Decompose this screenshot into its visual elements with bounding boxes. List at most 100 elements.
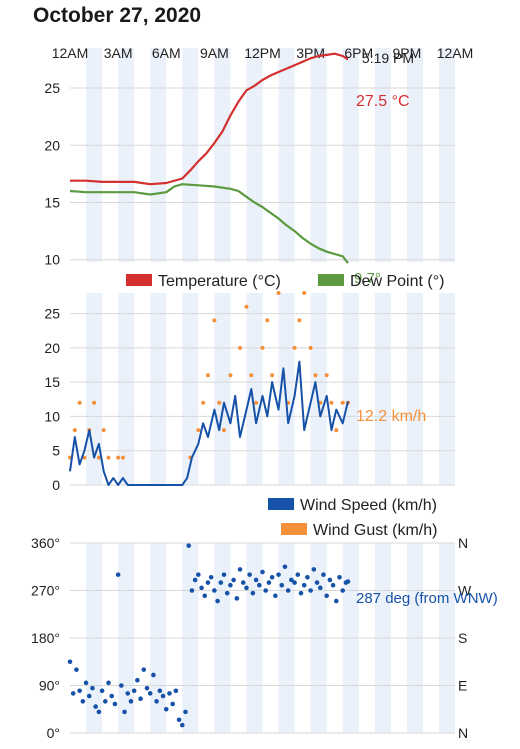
- wind-direction-point: [295, 572, 301, 577]
- time-band: [86, 48, 103, 262]
- time-band: [118, 48, 135, 262]
- wind-direction-point: [106, 680, 111, 686]
- time-band: [438, 293, 455, 485]
- page-title: October 27, 2020: [33, 4, 202, 27]
- wind-direction-point: [253, 577, 259, 583]
- wind-direction-point: [237, 567, 243, 572]
- wind-gust-point: [249, 373, 254, 378]
- wind-direction-point: [135, 677, 140, 683]
- wind-gust-point: [222, 428, 226, 433]
- wind-direction-point: [337, 575, 342, 580]
- wind-gust-point: [217, 400, 222, 405]
- temperature-current-label: 27.5 °C: [356, 93, 410, 110]
- time-band: [438, 48, 455, 262]
- wind-direction-point: [260, 569, 265, 575]
- wind-direction-point: [176, 717, 182, 723]
- wind-direction-point: [70, 691, 76, 696]
- wind-gust-point: [101, 428, 106, 433]
- temperature-legend-label: Temperature (°C): [158, 273, 281, 290]
- wind-direction-point: [228, 582, 233, 588]
- wind-direction-current-label: 287 deg (from WNW): [356, 590, 498, 607]
- wind-direction-point: [119, 683, 124, 688]
- temperature-line: [70, 52, 349, 186]
- wind-gust-point: [77, 400, 82, 405]
- wind-direction-point: [305, 575, 310, 580]
- wind-direction-point: [221, 572, 227, 577]
- dew-point-legend-swatch: [318, 274, 344, 286]
- time-band: [278, 48, 295, 262]
- time-band: [214, 48, 231, 262]
- wind-speed-legend-swatch: [268, 498, 294, 510]
- time-band: [246, 293, 263, 485]
- wind-gust-point: [96, 455, 101, 460]
- wind-gust-point: [120, 455, 125, 460]
- wind-gust-point: [324, 373, 329, 378]
- wind-direction-point: [154, 699, 159, 704]
- wind-direction-point: [99, 688, 105, 694]
- wind-speed-legend-label: Wind Speed (km/h): [300, 497, 437, 514]
- time-band: [150, 293, 167, 485]
- wind-gust-point: [329, 400, 334, 405]
- temperature-legend-swatch: [126, 274, 152, 286]
- wind-gust-point: [228, 373, 233, 378]
- time-band: [406, 48, 423, 262]
- time-band: [214, 293, 231, 485]
- time-band: [182, 293, 199, 485]
- wind-direction-point: [96, 709, 102, 715]
- y-tick-label: 270°: [31, 583, 60, 599]
- y-tick-label: 5: [52, 443, 60, 459]
- wind-direction-point: [244, 585, 249, 591]
- wind-direction-point: [160, 693, 166, 699]
- wind-direction-point: [311, 567, 317, 572]
- wind-direction-point: [317, 585, 323, 591]
- wind-direction-point: [128, 699, 134, 704]
- wind-direction-point: [224, 590, 230, 596]
- time-band: [310, 48, 327, 262]
- wind-direction-point: [292, 580, 297, 585]
- wind-direction-point: [273, 593, 278, 599]
- wind-gust-point: [212, 318, 217, 323]
- wind-direction-point: [196, 572, 201, 577]
- wind-direction-point: [282, 564, 288, 570]
- wind-direction-point: [199, 585, 204, 591]
- wind-gust-point: [302, 291, 307, 295]
- wind-direction-point: [263, 588, 269, 593]
- wind-direction-point: [189, 588, 195, 593]
- temperature-legend: Temperature (°C) Dew Point (°): [126, 273, 444, 290]
- time-tick-label: 12PM: [244, 45, 281, 61]
- wind-gust-point: [276, 291, 281, 295]
- time-band: [118, 293, 135, 485]
- wind-direction-point: [93, 704, 98, 709]
- wind-direction-point: [279, 582, 285, 588]
- time-tick-label: 9PM: [392, 45, 421, 61]
- wind-direction-point: [173, 688, 179, 694]
- wind-current-label: 12.2 km/h: [356, 408, 426, 425]
- wind-gust-point: [201, 400, 206, 405]
- wind-direction-point: [276, 572, 281, 577]
- wind-gust-point: [244, 304, 249, 309]
- y-tick-label: 20: [44, 137, 60, 153]
- wind-direction-point: [77, 688, 82, 694]
- time-band: [246, 48, 263, 262]
- wind-gust-point: [205, 373, 210, 378]
- time-band: [150, 48, 167, 262]
- wind-direction-point: [234, 596, 240, 601]
- wind-gust-point: [270, 373, 275, 378]
- y-tick-label: 15: [44, 194, 60, 210]
- wind-direction-chart: 287 deg (from WNW): [67, 543, 498, 728]
- y-tick-label: 0°: [47, 725, 60, 741]
- dew-point-line: [69, 183, 349, 264]
- y-tick-label: 180°: [31, 630, 60, 646]
- wind-direction-point: [157, 688, 163, 694]
- wind-gust-point: [238, 345, 243, 350]
- current-time-label: 5:19 PM: [362, 50, 414, 66]
- wind-direction-point: [256, 582, 262, 588]
- wind-direction-point: [340, 588, 346, 593]
- compass-label: N: [458, 725, 468, 741]
- wind-speed-line: [69, 360, 349, 486]
- wind-direction-point: [205, 580, 211, 585]
- wind-direction-point: [240, 580, 246, 585]
- wind-direction-point: [112, 701, 118, 707]
- wind-gust-point: [340, 400, 345, 405]
